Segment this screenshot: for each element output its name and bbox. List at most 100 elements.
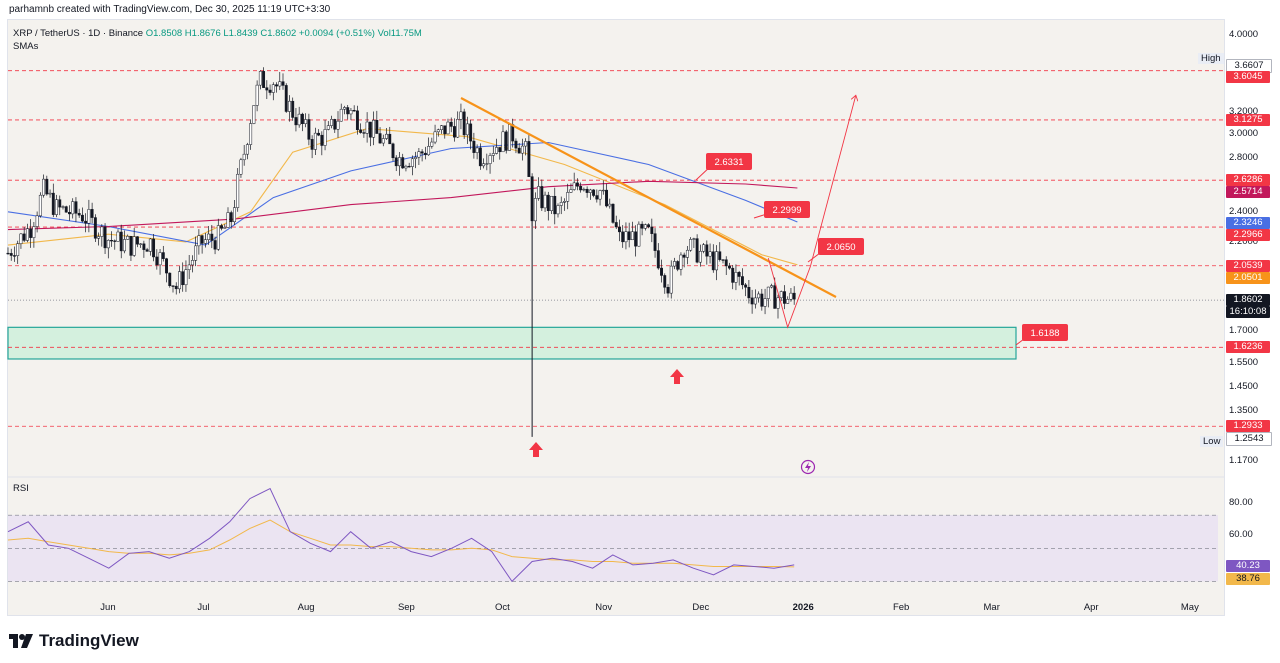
candle (317, 129, 321, 137)
candle (472, 132, 476, 159)
candle (307, 113, 311, 146)
candle (750, 289, 754, 314)
candle (440, 125, 443, 134)
candle (423, 146, 427, 160)
candle (559, 196, 563, 215)
candle (194, 236, 198, 267)
candle (588, 188, 592, 200)
candle-body (388, 133, 392, 145)
candle-body (753, 297, 757, 305)
candle-body (456, 119, 460, 138)
candle (776, 294, 780, 319)
candle-body (236, 173, 240, 208)
candle (546, 191, 550, 221)
candle-body (171, 285, 175, 287)
candle (9, 248, 13, 261)
candle-body (278, 81, 282, 87)
callout-1: 2.2999 (753, 201, 810, 219)
candle-body (410, 158, 414, 167)
candle-body (430, 141, 434, 147)
candle (740, 268, 744, 290)
candle-body (585, 188, 589, 193)
candle-body (352, 110, 356, 112)
candle-body (786, 298, 790, 304)
candle (508, 124, 511, 151)
candle (268, 84, 272, 96)
candle (326, 121, 330, 131)
callout-box (1022, 324, 1068, 341)
candle-body (721, 259, 725, 261)
forecast-path (767, 96, 855, 329)
price-axis-label: 4.0000 (1229, 28, 1259, 40)
candle (132, 227, 136, 257)
candle (233, 200, 236, 225)
candle (605, 183, 608, 208)
candle (453, 118, 456, 142)
candle-body (38, 194, 42, 217)
candle (511, 118, 515, 148)
legend-ohlc: O1.8508 H1.8676 L1.8439 C1.8602 +0.0094 … (145, 28, 422, 39)
candle-body (87, 209, 91, 224)
time-axis-label: Mar (983, 602, 1000, 613)
candle (718, 242, 722, 262)
candle-body (495, 147, 498, 154)
candle (783, 285, 786, 310)
candle (637, 221, 641, 247)
legend-indicator[interactable]: SMAs (13, 41, 39, 52)
candle-body (61, 206, 65, 208)
candle (87, 199, 91, 233)
candle (32, 221, 36, 248)
candle-body (362, 132, 366, 134)
candle (145, 247, 149, 252)
candle (514, 138, 518, 154)
candle (184, 260, 188, 292)
candle (297, 106, 301, 128)
candle-body (123, 239, 126, 252)
candle (252, 105, 256, 125)
candle-body (184, 269, 188, 286)
candle-body (381, 138, 385, 144)
candle (22, 226, 26, 243)
candle-body (647, 224, 651, 228)
candle-body (165, 258, 168, 274)
candle-body (152, 238, 156, 258)
candle-body (394, 157, 398, 167)
candle-body (776, 297, 780, 309)
candle (220, 223, 223, 231)
candle-body (773, 285, 777, 309)
tradingview-logo[interactable]: TradingView (9, 631, 139, 651)
candle (465, 116, 469, 145)
candle (181, 262, 185, 292)
candle-body (35, 215, 39, 227)
candle (210, 224, 214, 249)
candle (385, 128, 388, 141)
candle (436, 128, 440, 137)
candle (100, 224, 104, 247)
candle (97, 232, 101, 246)
rsi-value-tag: 40.23 (1226, 560, 1270, 572)
candle-body (359, 129, 363, 133)
candle-body (679, 254, 683, 270)
candle (294, 108, 298, 132)
candle-body (135, 236, 139, 245)
candle (339, 103, 343, 122)
candle-body (401, 157, 405, 169)
rsi-label[interactable]: RSI (13, 483, 29, 494)
candle (485, 153, 489, 171)
candle (462, 108, 466, 139)
candle-body (621, 231, 625, 243)
candle (478, 143, 482, 170)
candle-body (440, 125, 443, 130)
candle (537, 177, 541, 201)
candle-body (572, 182, 576, 190)
candle-body (249, 123, 253, 145)
candle-body (618, 226, 621, 233)
candle (417, 147, 421, 165)
candle (42, 174, 46, 198)
candle-body (9, 253, 13, 256)
candle-body (750, 297, 754, 305)
candle (391, 142, 395, 162)
candle (618, 219, 621, 242)
candle-body (630, 231, 634, 241)
candle-body (465, 123, 469, 136)
